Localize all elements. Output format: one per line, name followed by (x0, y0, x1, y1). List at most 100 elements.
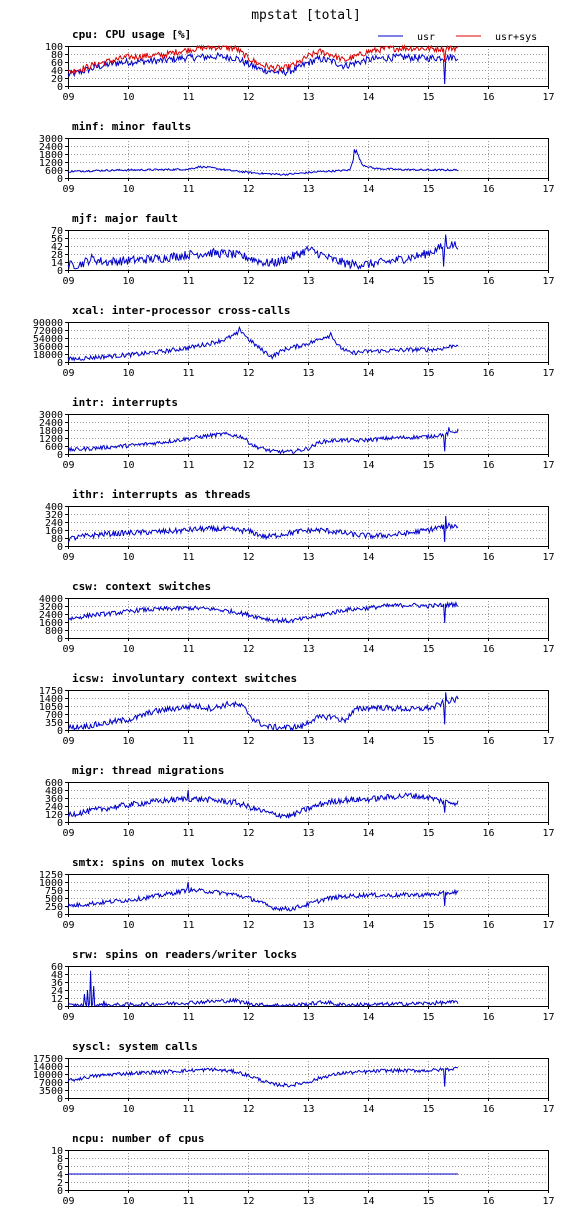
y-tick-label: 1800 (39, 150, 63, 161)
y-tick-label: 3000 (39, 410, 63, 421)
x-tick-label: 17 (542, 920, 554, 931)
x-tick-label: 16 (482, 828, 494, 839)
y-tick-label: 0 (57, 450, 63, 461)
x-tick-label: 11 (182, 1104, 194, 1115)
y-tick-label: 0 (57, 82, 63, 93)
y-tick-label: 2 (57, 1178, 63, 1189)
y-tick-label: 2400 (39, 418, 63, 429)
y-tick-label: 0 (57, 634, 63, 645)
panel-title: ithr: interrupts as threads (72, 488, 251, 501)
plot-frame (68, 690, 549, 731)
y-tick-label: 90000 (33, 318, 63, 329)
y-tick-label: 1800 (39, 426, 63, 437)
x-tick-label: 12 (242, 368, 254, 379)
x-tick-label: 17 (542, 828, 554, 839)
series-line-smtx (67, 881, 459, 912)
plot-frame (68, 138, 549, 179)
plot-frame (68, 598, 549, 639)
x-tick-label: 09 (62, 552, 74, 563)
x-tick-label: 13 (302, 92, 314, 103)
plot-frame (68, 874, 549, 915)
x-tick-label: 14 (362, 368, 374, 379)
x-tick-label: 15 (422, 1196, 434, 1207)
x-tick-label: 15 (422, 1104, 434, 1115)
x-tick-label: 12 (242, 920, 254, 931)
y-tick-label: 1050 (39, 702, 63, 713)
x-tick-label: 10 (122, 92, 134, 103)
x-tick-label: 17 (542, 92, 554, 103)
x-tick-label: 11 (182, 552, 194, 563)
x-tick-label: 14 (362, 1104, 374, 1115)
x-tick-label: 12 (242, 736, 254, 747)
y-tick-label: 36000 (33, 342, 63, 353)
x-tick-label: 14 (362, 828, 374, 839)
x-tick-label: 14 (362, 184, 374, 195)
x-tick-label: 09 (62, 736, 74, 747)
x-tick-label: 15 (422, 1012, 434, 1023)
y-tick-label: 350 (45, 718, 63, 729)
x-tick-label: 15 (422, 276, 434, 287)
legend-label-usr-sys: usr+sys (495, 32, 537, 43)
x-tick-label: 11 (182, 368, 194, 379)
x-tick-label: 11 (182, 184, 194, 195)
panel-xcal: xcal: inter-processor cross-calls 0180003… (33, 304, 555, 379)
x-tick-label: 11 (182, 460, 194, 471)
panel-title: cpu: CPU usage [%] (72, 28, 191, 41)
y-tick-label: 18000 (33, 350, 63, 361)
series-line-xcal (67, 325, 459, 362)
x-tick-label: 15 (422, 828, 434, 839)
x-tick-label: 15 (422, 92, 434, 103)
series-line-ithr (68, 515, 459, 543)
x-tick-label: 17 (542, 460, 554, 471)
x-tick-label: 17 (542, 276, 554, 287)
panel-title: icsw: involuntary context switches (72, 672, 297, 685)
x-tick-label: 12 (242, 828, 254, 839)
x-tick-label: 14 (362, 92, 374, 103)
x-tick-label: 10 (122, 1012, 134, 1023)
y-tick-label: 8 (57, 1154, 63, 1165)
x-tick-label: 13 (302, 828, 314, 839)
series-line-syscl (67, 1066, 459, 1088)
x-tick-label: 09 (62, 1104, 74, 1115)
y-tick-label: 1200 (39, 158, 63, 169)
y-tick-label: 1000 (39, 878, 63, 889)
panel-title: intr: interrupts (72, 396, 178, 409)
y-tick-label: 320 (45, 510, 63, 521)
panel-title: syscl: system calls (72, 1040, 198, 1053)
y-tick-label: 0 (57, 542, 63, 553)
y-tick-label: 1400 (39, 694, 63, 705)
x-tick-label: 17 (542, 644, 554, 655)
y-tick-label: 60 (51, 58, 63, 69)
y-tick-label: 100 (45, 42, 63, 53)
x-tick-label: 10 (122, 1196, 134, 1207)
x-tick-label: 09 (62, 1012, 74, 1023)
x-tick-label: 10 (122, 1104, 134, 1115)
series-line-minf (67, 148, 459, 176)
y-tick-label: 4000 (39, 594, 63, 605)
x-tick-label: 10 (122, 920, 134, 931)
y-tick-label: 3200 (39, 602, 63, 613)
plot-frame (68, 1150, 549, 1191)
x-tick-label: 14 (362, 644, 374, 655)
x-tick-label: 16 (482, 920, 494, 931)
y-tick-label: 70 (51, 226, 63, 237)
panel-smtx: smtx: spins on mutex locks 02505007501000… (39, 856, 555, 931)
x-tick-label: 12 (242, 92, 254, 103)
y-tick-label: 400 (45, 502, 63, 513)
x-tick-label: 16 (482, 1012, 494, 1023)
x-tick-label: 17 (542, 184, 554, 195)
plot-frame (68, 414, 549, 455)
y-tick-label: 0 (57, 818, 63, 829)
x-tick-label: 13 (302, 1012, 314, 1023)
x-tick-label: 10 (122, 368, 134, 379)
plot-frame (68, 966, 549, 1007)
x-tick-label: 15 (422, 184, 434, 195)
y-tick-label: 500 (45, 894, 63, 905)
y-tick-label: 0 (57, 358, 63, 369)
legend-label-usr: usr (417, 32, 435, 43)
series-line-icsw (67, 692, 459, 732)
y-tick-label: 1250 (39, 870, 63, 881)
